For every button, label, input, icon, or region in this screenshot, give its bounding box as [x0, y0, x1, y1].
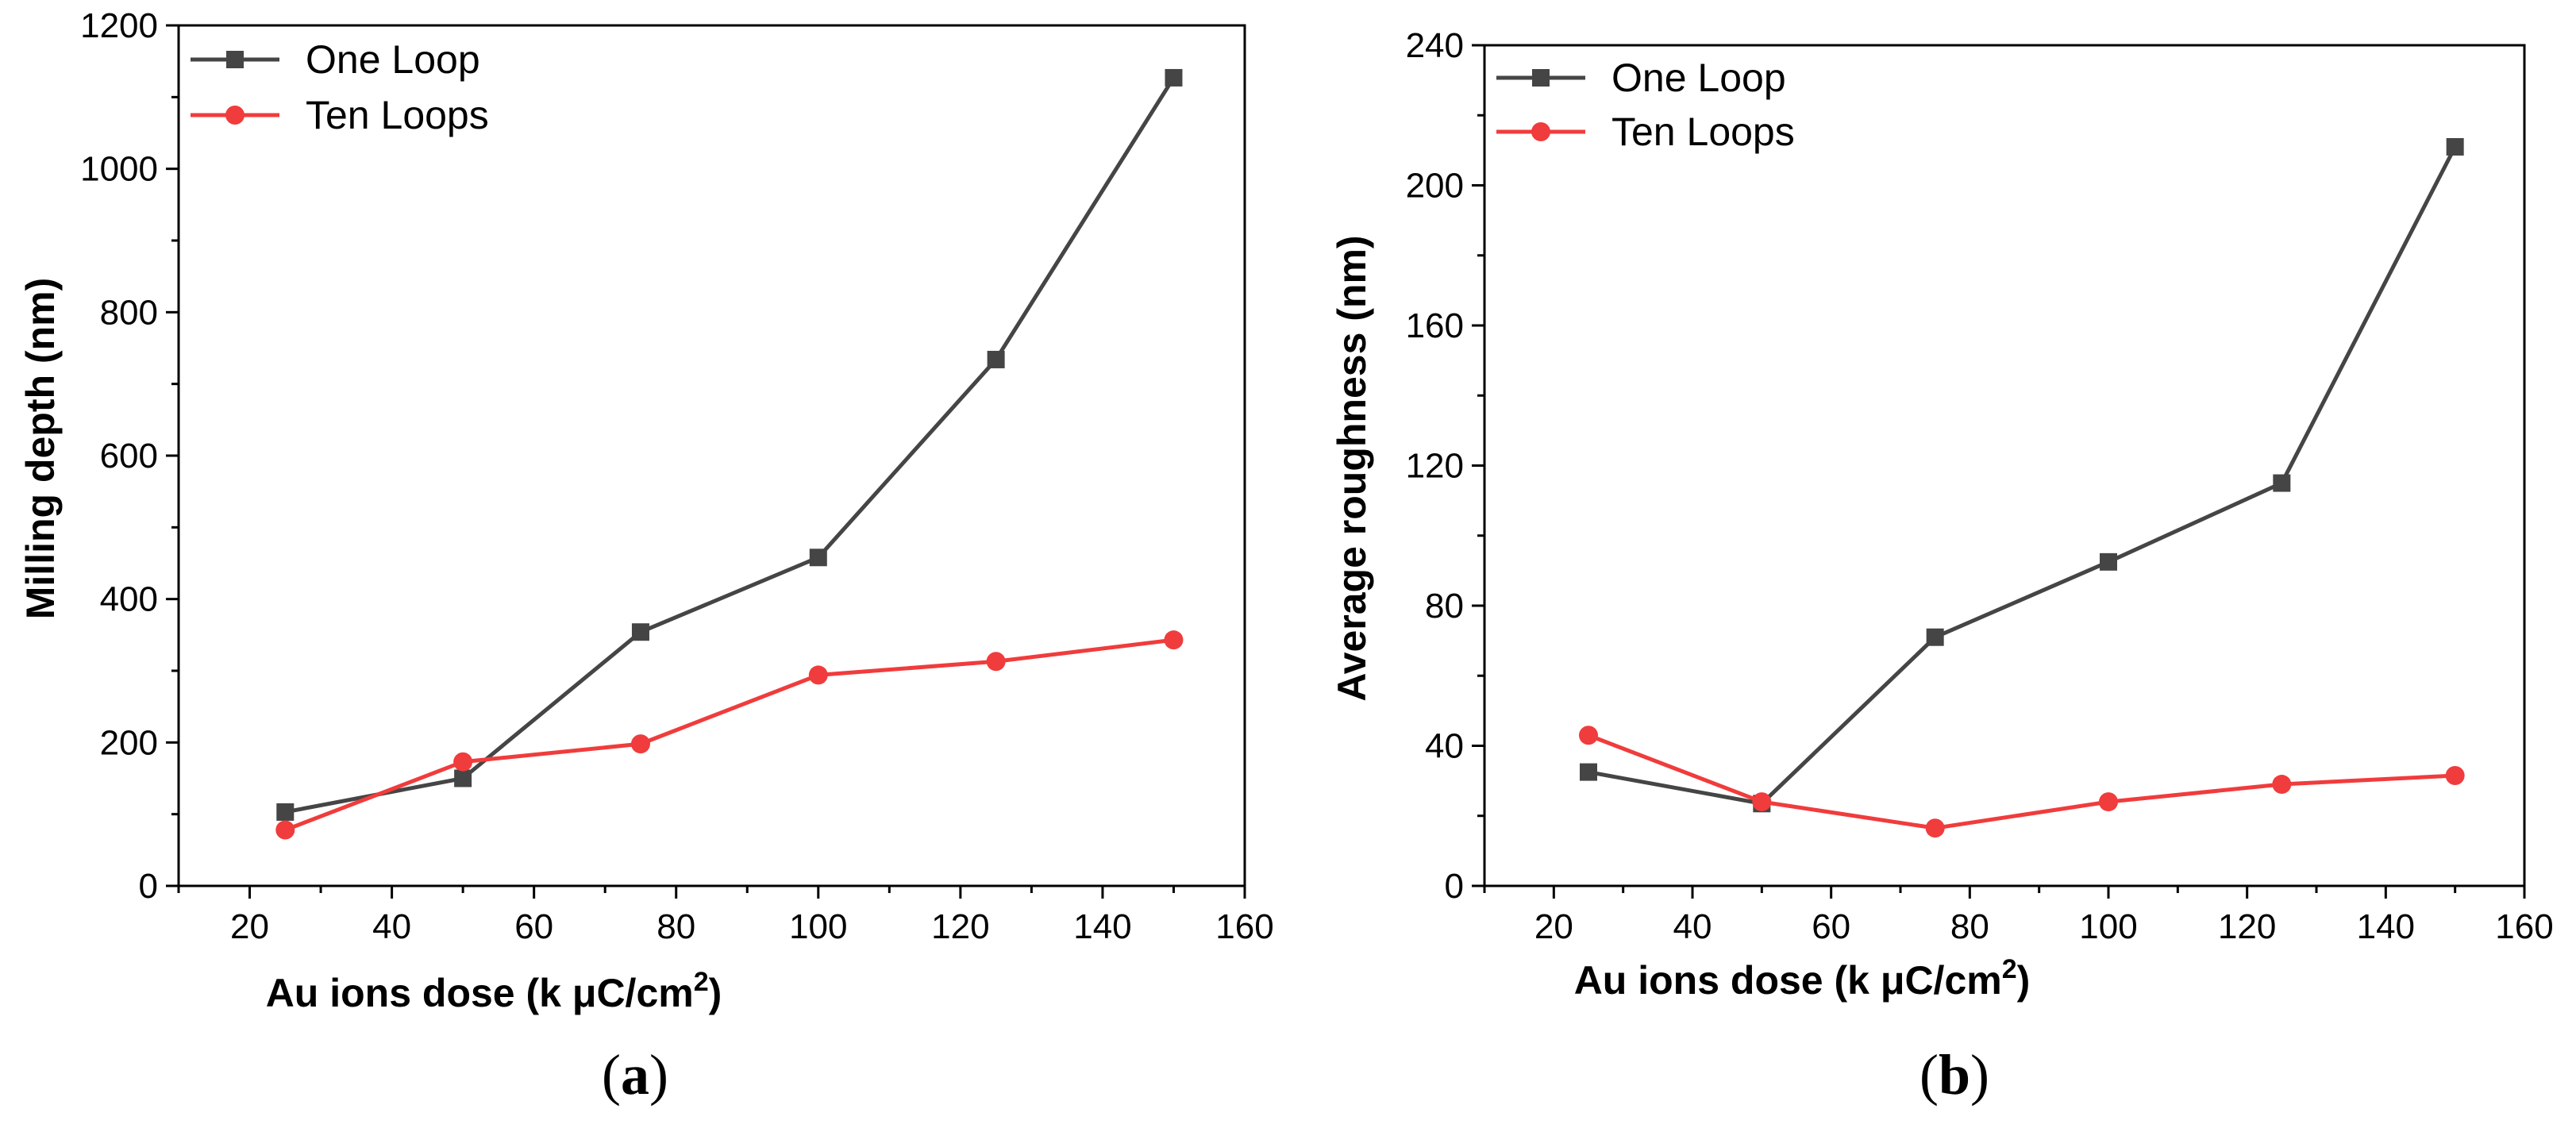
panel-a-y-tick-label: 0: [139, 867, 158, 906]
panel-a-series-one-loop-point: [987, 350, 1005, 368]
panel-b-x-tick-label: 140: [2357, 907, 2415, 946]
panel-b-legend-one-loop-marker: [1532, 69, 1550, 87]
panel-a-series-one-loop-point: [631, 623, 649, 641]
panel-b-series-ten-loops-point: [2445, 766, 2465, 786]
panel-a-series-ten-loops-line: [284, 637, 1174, 832]
panel-b-y-tick-label: 80: [1425, 587, 1464, 626]
panel-b-x-tick-label: 100: [2079, 907, 2137, 946]
panel-b-x-axis-title: Au ions dose (k μC/cm2): [1574, 954, 2031, 1003]
panel-b-legend-ten-loops-marker: [1531, 122, 1550, 141]
panel-b-legend-ten-loops-label: Ten Loops: [1611, 110, 1795, 154]
panel-a-x-tick-label: 100: [789, 907, 847, 946]
panel-b-series-ten-loops-point: [2272, 775, 2292, 795]
panel-b-x-tick-label: 20: [1534, 907, 1573, 946]
panel-b-series-ten-loops-point: [1579, 726, 1598, 745]
panel-b-series-one-loop-point: [1926, 628, 1944, 646]
panel-b-series-one-loop-point: [2446, 137, 2464, 156]
panel-b-series-ten-loops-point: [1752, 792, 1772, 812]
panel-a-plot-frame: [177, 24, 1246, 887]
panel-a-x-tick-label: 20: [230, 907, 269, 946]
panel-a-x-tick-label: 60: [514, 907, 553, 946]
panel-a-y-tick-label: 400: [100, 580, 158, 619]
panel-b-y-tick-label: 240: [1406, 26, 1464, 65]
panel-a-legend-ten-loops-marker: [225, 106, 245, 125]
panel-b-label: (b): [1919, 1043, 1989, 1107]
panel-a-series-one-loop-line: [284, 76, 1176, 814]
panel-a-y-tick-label: 1200: [80, 6, 158, 45]
panel-b-series-one-loop-point: [2273, 474, 2291, 492]
panel-b-x-axis-title-superscript: 2: [2002, 954, 2017, 984]
panel-a-series-ten-loops-point: [808, 665, 828, 685]
panel-b-x-tick-label: 120: [2218, 907, 2276, 946]
panel-b-x-tick-label: 60: [1812, 907, 1850, 946]
panel-b-y-axis-title: Average roughness (nm): [1330, 235, 1374, 701]
panel-b-x-axis-title-main: Au ions dose (k μC/cm: [1574, 958, 2002, 1003]
panel-a-plot-area: 20 40 60 80 100 120 140 160 0 200 400 600 800 1000 120…: [80, 6, 1274, 946]
panel-a-legend-one-loop-label: One Loop: [306, 37, 480, 82]
panel-a-legend-ten-loops-label: Ten Loops: [306, 93, 489, 137]
panel-a-x-axis-title-superscript: 2: [694, 967, 709, 997]
panel-a-series-one-loop-point: [1165, 68, 1183, 87]
panel-a-chart: 20 40 60 80 100 120 140 160 0 200 400 600 800 1000 120…: [18, 6, 1274, 1107]
panel-a-series-ten-loops-point: [986, 652, 1006, 672]
panel-b-x-tick-label: 80: [1950, 907, 1989, 946]
panel-a-series-ten-loops-point: [1164, 630, 1184, 650]
panel-a-series-one-loop-point: [809, 549, 827, 567]
panel-a-series-ten-loops-point: [630, 734, 650, 754]
panel-b-y-tick-label: 200: [1406, 167, 1464, 206]
panel-b-y-tick-label: 160: [1406, 306, 1464, 345]
panel-a-series-one-loop-point: [454, 769, 472, 787]
panel-b-label-letter: b: [1939, 1043, 1970, 1107]
panel-b-plot-frame: [1483, 44, 2526, 887]
panel-a-y-axis-title: Milling depth (nm): [18, 278, 63, 619]
panel-b-series-ten-loops-point: [1925, 818, 1945, 838]
panel-a-x-tick-label: 120: [931, 907, 989, 946]
panel-b-chart: 20 40 60 80 100 120 140 160 0 40 80 120 160 200 240 One…: [1330, 26, 2554, 1107]
panel-a-label: (a): [602, 1043, 668, 1107]
panel-a-y-tick-label: 600: [100, 437, 158, 475]
panel-b-plot-area: 20 40 60 80 100 120 140 160 0 40 80 120 160 200 240 One…: [1406, 26, 2554, 946]
panel-b-y-tick-label: 120: [1406, 447, 1464, 486]
panel-a-y-tick-label: 1000: [80, 150, 158, 189]
panel-a-x-axis-title: Au ions dose (k μC/cm2): [266, 967, 722, 1015]
panel-b-x-tick-label: 160: [2495, 907, 2553, 946]
panel-a-x-axis-title-main: Au ions dose (k μC/cm: [266, 971, 694, 1015]
panel-b-series-ten-loops-point: [2099, 792, 2118, 812]
panel-a-series-ten-loops-point: [275, 820, 295, 840]
panel-b-series-ten-loops-line: [1588, 733, 2455, 830]
panel-b-x-axis-title-end: ): [2017, 958, 2031, 1003]
panel-a-series-ten-loops-point: [453, 752, 473, 772]
panel-b-legend-one-loop-label: One Loop: [1611, 56, 1786, 100]
panel-b-series-one-loop-line: [1588, 145, 2457, 806]
panel-a-y-tick-label: 200: [100, 723, 158, 762]
panel-a-y-tick-label: 800: [100, 293, 158, 332]
panel-a-legend-one-loop-marker: [226, 51, 244, 68]
panel-a-x-tick-label: 160: [1215, 907, 1273, 946]
panel-a-series-one-loop-point: [276, 803, 295, 821]
panel-b-series-one-loop-point: [2100, 552, 2117, 571]
panel-a-x-axis-title-end: ): [709, 971, 722, 1015]
panel-a-x-tick-label: 80: [657, 907, 695, 946]
panel-a-label-letter: a: [621, 1043, 649, 1107]
panel-a-x-tick-label: 140: [1073, 907, 1131, 946]
panel-b-x-tick-label: 40: [1673, 907, 1712, 946]
panel-b-y-tick-label: 0: [1445, 867, 1464, 906]
panel-b-y-tick-label: 40: [1425, 727, 1464, 766]
panel-b-series-one-loop-point: [1580, 763, 1597, 781]
panel-a-x-tick-label: 40: [372, 907, 411, 946]
